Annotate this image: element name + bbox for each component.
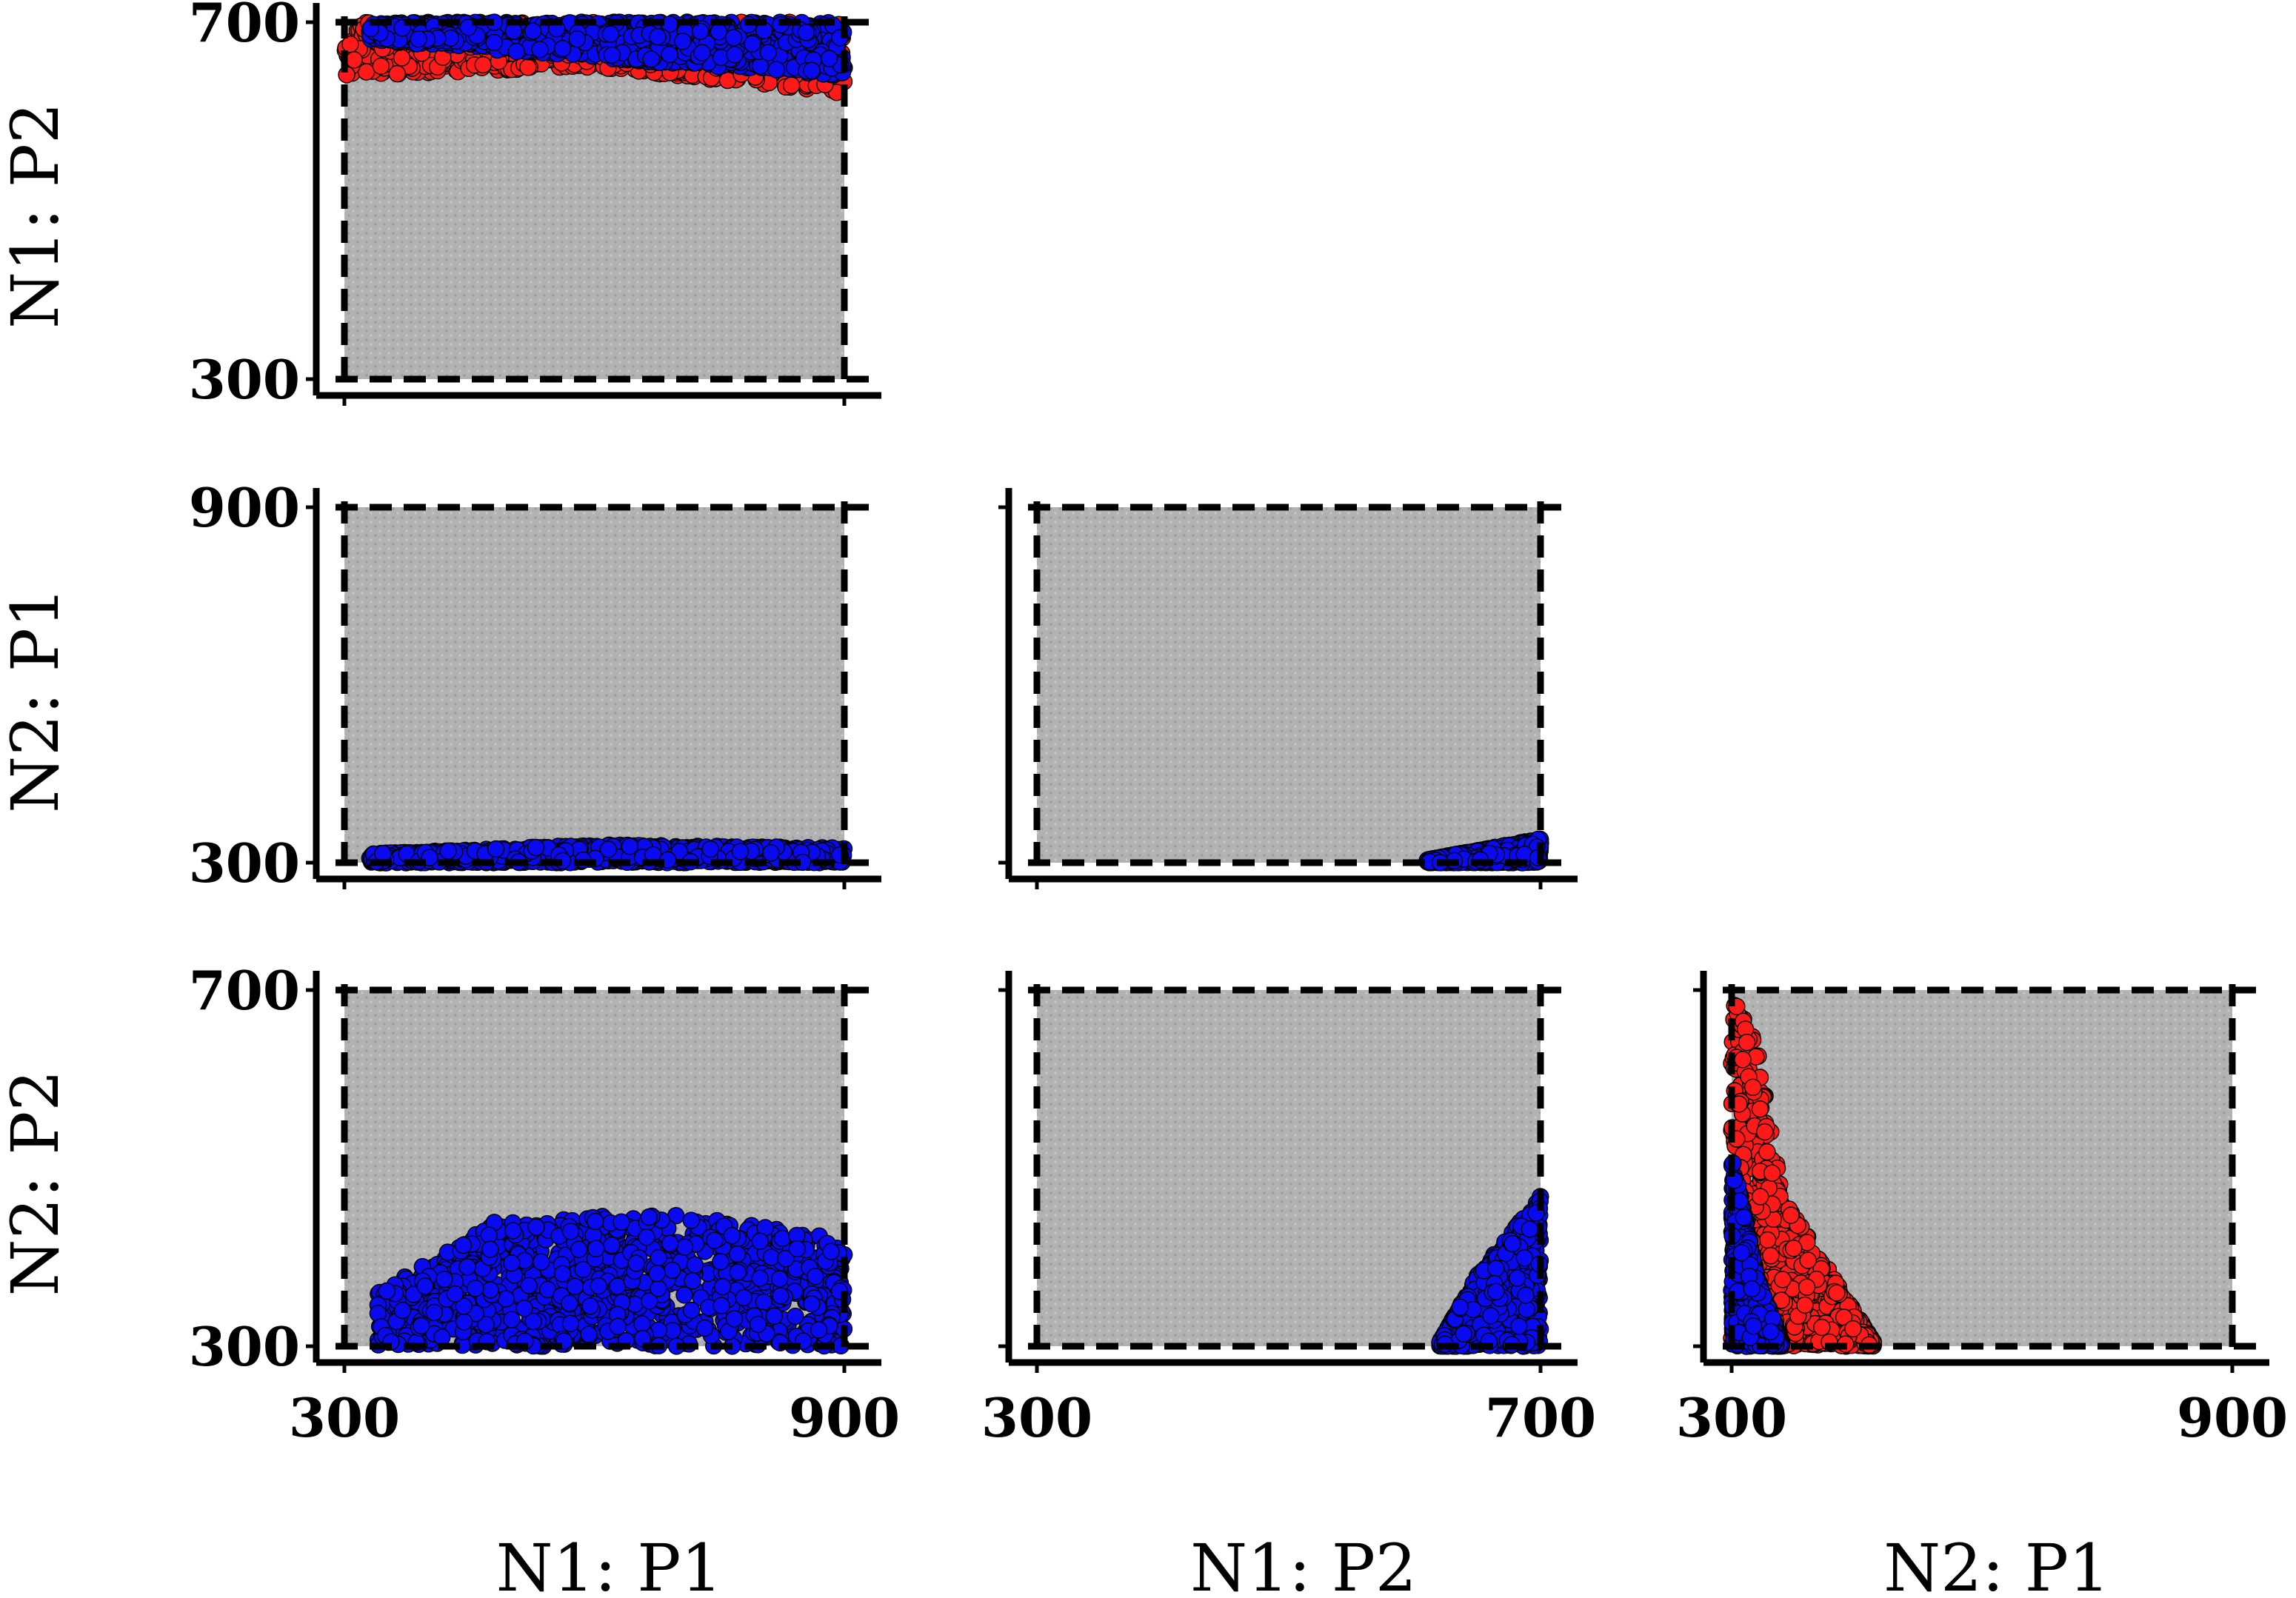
scatter-point (474, 56, 492, 74)
panel-n1p1-vs-n2p1: 300 900 (189, 476, 881, 895)
scatter-point (693, 44, 711, 61)
feasible-region (1037, 507, 1541, 863)
scatter-point (731, 843, 750, 860)
scatter-point (820, 50, 838, 67)
scatter-point (568, 30, 586, 48)
scatter-point (410, 30, 427, 48)
y-tick-label: 900 (189, 476, 300, 539)
scatter-point (724, 29, 743, 47)
scatter-point (603, 46, 621, 64)
y-tick-label: 300 (189, 348, 300, 411)
scatter-point (345, 51, 363, 69)
scatter-point (439, 842, 457, 860)
scatter-point (797, 24, 815, 41)
scatter-point (767, 61, 786, 78)
scatter-point (393, 49, 411, 67)
scatter-point (759, 44, 778, 61)
scatter-point (388, 64, 406, 83)
scatter-point (485, 33, 503, 52)
scatter-point (531, 41, 549, 58)
scatter-point (661, 45, 678, 64)
scatter-point (674, 33, 692, 50)
scatter-point (701, 840, 719, 858)
scatter-point (621, 838, 639, 855)
scatter-point (649, 28, 667, 46)
scatter-point (601, 25, 620, 43)
scatter-point (519, 58, 537, 76)
scatter-point (642, 50, 660, 68)
scatter-point (372, 57, 390, 76)
scatter-point (527, 838, 545, 857)
scatter-point (691, 22, 710, 40)
feasible-region (344, 507, 844, 863)
scatter-point (553, 39, 572, 58)
scatter-point (803, 61, 821, 79)
scatter-point (782, 76, 801, 94)
panel-n1p1-vs-n1p2: 300 700 (189, 0, 881, 411)
scatter-point (726, 46, 744, 64)
scatter-point (357, 63, 376, 81)
scatter-point (374, 844, 392, 863)
scatter-point (599, 840, 618, 858)
scatter-point (487, 840, 505, 858)
scatter-point (507, 42, 526, 61)
panel-n1p2-vs-n2p1 (998, 488, 1578, 889)
scatter-point (710, 23, 728, 41)
y-tick-label: 300 (189, 832, 300, 895)
scatter-point (762, 844, 780, 862)
y-tick-label: 700 (189, 0, 300, 54)
